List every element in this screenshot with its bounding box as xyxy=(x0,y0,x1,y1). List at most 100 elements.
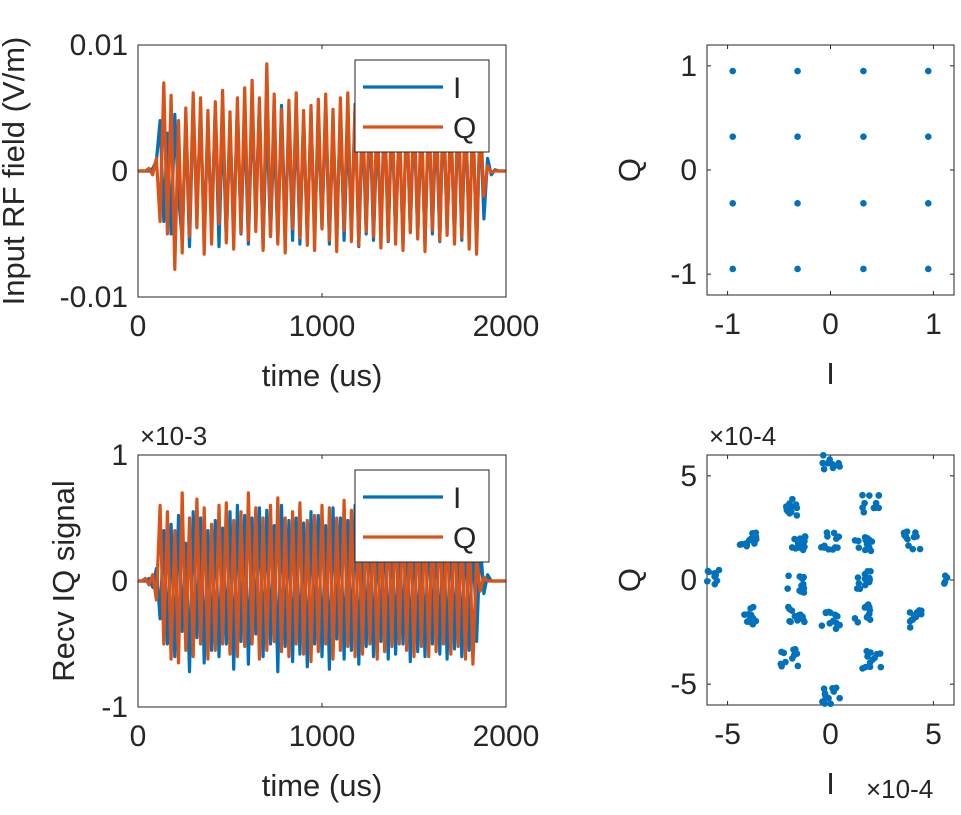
data-point xyxy=(913,533,920,540)
data-point xyxy=(743,542,751,550)
data-point xyxy=(794,67,801,75)
legend-label: Q xyxy=(453,112,476,145)
x-tick-label: 0 xyxy=(130,310,147,343)
y-tick-label: 0 xyxy=(680,154,697,187)
x-tick-label: 2000 xyxy=(473,720,540,753)
data-point xyxy=(836,694,843,702)
y-exponent-label: ×10-3 xyxy=(140,421,207,451)
data-point xyxy=(902,533,910,541)
x-tick-label: 1000 xyxy=(289,310,356,343)
data-point xyxy=(876,650,884,657)
data-point xyxy=(794,265,801,273)
y-tick-label: 1 xyxy=(680,50,697,83)
data-point xyxy=(826,456,834,463)
data-point xyxy=(924,200,932,207)
x-tick-label: 0 xyxy=(130,720,147,753)
y-exponent-label: ×10-4 xyxy=(709,421,776,451)
y-exponent-text: ×10-3 xyxy=(140,421,207,451)
data-point xyxy=(703,577,711,585)
data-point xyxy=(924,133,932,140)
data-point xyxy=(799,613,806,621)
data-point xyxy=(836,463,843,470)
data-point xyxy=(831,544,839,551)
x-tick-label: -1 xyxy=(714,308,741,341)
data-point xyxy=(801,533,809,540)
data-point xyxy=(875,491,883,499)
data-point xyxy=(791,612,799,620)
data-point xyxy=(859,491,866,499)
data-point xyxy=(865,536,873,543)
x-exponent-label: ×10-4 xyxy=(866,774,933,804)
data-point xyxy=(909,545,917,553)
data-point xyxy=(866,616,874,623)
data-point xyxy=(830,529,838,537)
x-tick-label: 2000 xyxy=(473,310,540,343)
data-point xyxy=(791,535,798,543)
data-point xyxy=(833,619,840,627)
x-exponent-text: ×10-4 xyxy=(866,774,933,804)
data-point xyxy=(784,585,791,592)
data-point xyxy=(752,536,760,543)
data-point xyxy=(855,537,862,545)
data-point xyxy=(866,492,873,499)
y-axis-label: Q xyxy=(612,568,647,592)
legend-box xyxy=(354,59,490,153)
constellation-recv-plot: -5 0 5 5 0 -5 I Q ×10-4 ×10-4 xyxy=(612,421,955,804)
data-point xyxy=(787,618,794,626)
data-point xyxy=(821,691,829,699)
data-point xyxy=(819,459,826,467)
data-point xyxy=(924,265,932,273)
data-point xyxy=(786,500,793,507)
y-axis-label: Q xyxy=(612,158,647,182)
data-point xyxy=(793,512,801,519)
data-point xyxy=(860,508,868,516)
data-point xyxy=(790,646,797,653)
plot-area xyxy=(706,454,955,706)
x-tick-label: 0 xyxy=(822,718,839,751)
data-point xyxy=(860,265,867,273)
data-point xyxy=(729,67,737,75)
y-tick-label: 0.01 xyxy=(70,29,128,62)
x-axis-label: time (us) xyxy=(262,768,383,803)
data-point xyxy=(877,663,885,671)
data-point xyxy=(736,541,744,548)
data-point xyxy=(705,568,713,576)
data-point xyxy=(711,573,718,580)
data-point xyxy=(820,685,828,692)
y-axis-label: Recv IQ signal xyxy=(46,480,81,682)
y-tick-label: 5 xyxy=(680,460,697,493)
legend-box xyxy=(354,469,490,563)
data-point xyxy=(749,621,757,628)
y-tick-label: -5 xyxy=(670,668,697,701)
data-point xyxy=(794,662,802,670)
data-point xyxy=(855,580,863,587)
data-point xyxy=(859,665,866,672)
y-tick-label: -0.01 xyxy=(60,281,128,314)
data-point xyxy=(867,547,875,555)
data-point xyxy=(827,609,834,617)
data-point xyxy=(916,545,924,553)
data-point xyxy=(832,535,840,542)
data-point xyxy=(790,651,798,659)
legend-label: I xyxy=(453,72,461,105)
data-point xyxy=(743,618,751,625)
y-tick-label: 1 xyxy=(111,439,128,472)
data-point xyxy=(785,603,792,611)
data-point xyxy=(862,603,870,611)
x-tick-label: 0 xyxy=(822,308,839,341)
data-point xyxy=(829,464,837,472)
data-point xyxy=(794,133,801,140)
data-point xyxy=(871,654,878,662)
data-point xyxy=(853,585,861,592)
data-point xyxy=(866,663,874,671)
y-tick-label: 0 xyxy=(680,564,697,597)
data-point xyxy=(943,574,951,582)
x-axis-label: I xyxy=(826,356,835,391)
data-point xyxy=(865,610,873,618)
data-point xyxy=(711,580,719,588)
data-point xyxy=(875,504,883,512)
data-point xyxy=(826,620,834,627)
